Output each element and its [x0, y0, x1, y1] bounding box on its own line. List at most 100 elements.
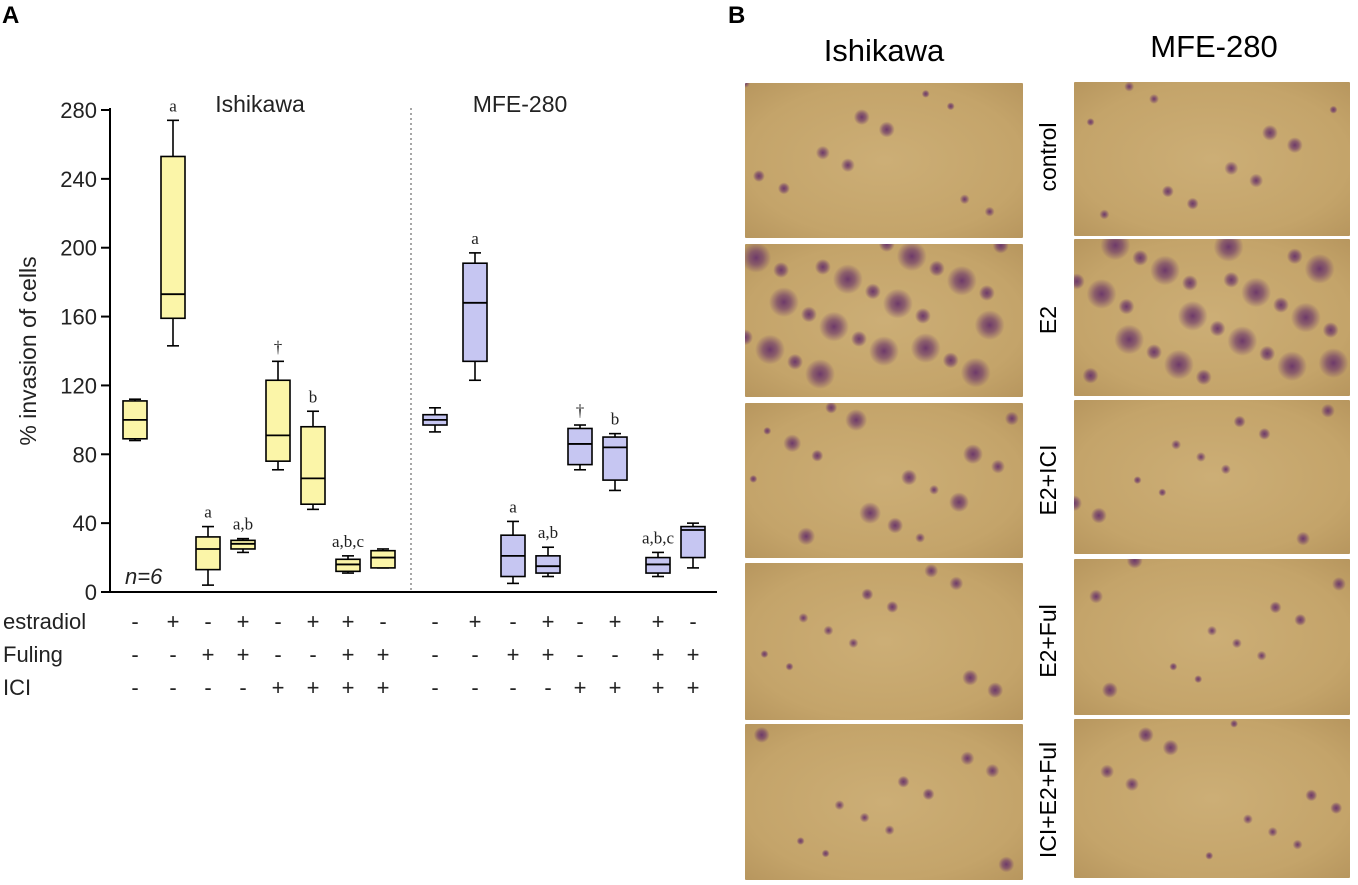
significance-label: a	[509, 497, 517, 516]
treatment-sign-ici: +	[272, 675, 285, 700]
treatment-sign-estradiol: +	[167, 609, 180, 634]
treatment-sign-estradiol: -	[431, 609, 438, 634]
group-title-ishikawa: Ishikawa	[215, 91, 305, 117]
box-iqr	[567, 427, 593, 466]
y-tick-label: 160	[60, 305, 97, 330]
significance-label: a,b	[538, 523, 558, 542]
treatment-sign-estradiol: -	[204, 609, 211, 634]
micrograph-ishikawa-ici-e2-ful	[745, 724, 1023, 880]
treatment-sign-ici: -	[239, 675, 246, 700]
y-tick-label: 240	[60, 167, 97, 192]
micrograph-row-label-e2: E2	[1035, 305, 1061, 335]
significance-label: b	[611, 410, 620, 429]
treatment-sign-estradiol: +	[609, 609, 622, 634]
treatment-sign-estradiol: +	[469, 609, 482, 634]
treatment-sign-fuling: -	[169, 642, 176, 667]
micrograph-mfe280-control	[1074, 82, 1350, 236]
group-title-mfe280: MFE-280	[473, 91, 568, 117]
y-tick-label: 0	[85, 580, 97, 605]
significance-label: a	[204, 503, 212, 522]
treatment-sign-fuling: -	[611, 642, 618, 667]
box-iqr	[195, 536, 221, 571]
treatment-sign-ici: +	[342, 675, 355, 700]
invasion-boxplot-chart: 0 40 80 120 160 200 240 280 % invasion of cells I…	[3, 91, 717, 700]
treatment-sign-fuling: -	[309, 642, 316, 667]
micrograph-ishikawa-control	[745, 83, 1023, 238]
panel-letter-a: A	[2, 2, 20, 29]
box-iqr	[602, 436, 628, 481]
treatment-row-label-ici: ICI	[3, 675, 31, 700]
treatment-sign-ici: -	[544, 675, 551, 700]
y-tick-label: 40	[73, 511, 97, 536]
treatment-sign-ici: -	[169, 675, 176, 700]
treatment-sign-estradiol: -	[379, 609, 386, 634]
box-iqr	[300, 425, 326, 506]
micrograph-mfe280-ici-e2-ful	[1074, 719, 1350, 878]
treatment-sign-ici: +	[574, 675, 587, 700]
significance-label: a	[169, 96, 177, 115]
micrograph-ishikawa-e2-ful	[745, 563, 1023, 720]
significance-label: a	[471, 229, 479, 248]
treatment-sign-fuling: +	[377, 642, 390, 667]
treatment-sign-estradiol: -	[131, 609, 138, 634]
treatment-sign-fuling: +	[652, 642, 665, 667]
y-tick-label: 120	[60, 373, 97, 398]
box-iqr	[535, 555, 561, 574]
box-iqr	[462, 262, 488, 363]
treatment-sign-estradiol: +	[307, 609, 320, 634]
treatment-sign-fuling: -	[431, 642, 438, 667]
treatment-sign-fuling: -	[131, 642, 138, 667]
treatment-sign-ici: -	[131, 675, 138, 700]
treatment-sign-ici: -	[509, 675, 516, 700]
treatment-row-label-fuling: Fuling	[3, 642, 63, 667]
micrograph-row-label-control: control	[1035, 122, 1061, 192]
micrograph-column-title-ishikawa: Ishikawa	[823, 33, 945, 68]
micrograph-row-label-ici-e2-ful: ICI+E2+Ful	[1035, 741, 1061, 859]
treatment-sign-ici: -	[431, 675, 438, 700]
micrograph-mfe280-e2-ici	[1074, 400, 1350, 554]
treatment-sign-fuling: -	[576, 642, 583, 667]
significance-label: a,b,c	[332, 532, 365, 551]
micrograph-row-label-e2-ful: E2+Ful	[1035, 604, 1061, 678]
micrograph-row-label-e2-ici: E2+ICI	[1035, 444, 1061, 516]
treatment-sign-fuling: +	[542, 642, 555, 667]
treatment-sign-estradiol: +	[237, 609, 250, 634]
significance-label: a,b,c	[642, 528, 675, 547]
treatment-sign-ici: +	[652, 675, 665, 700]
treatment-sign-fuling: +	[507, 642, 520, 667]
micrograph-mfe280-e2	[1074, 239, 1350, 396]
micrograph-ishikawa-e2	[745, 244, 1023, 397]
micrograph-column-title-mfe280: MFE-280	[1150, 29, 1278, 64]
treatment-sign-fuling: -	[274, 642, 281, 667]
treatment-sign-fuling: -	[471, 642, 478, 667]
y-axis-label: % invasion of cells	[15, 256, 41, 445]
micrograph-ishikawa-e2-ici	[745, 403, 1023, 558]
treatment-sign-estradiol: -	[274, 609, 281, 634]
treatment-sign-fuling: +	[237, 642, 250, 667]
treatment-sign-estradiol: +	[342, 609, 355, 634]
significance-label: †	[274, 337, 283, 356]
treatment-sign-estradiol: +	[542, 609, 555, 634]
treatment-sign-fuling: +	[202, 642, 215, 667]
treatment-sign-estradiol: -	[689, 609, 696, 634]
box-iqr	[680, 525, 706, 559]
treatment-sign-ici: -	[471, 675, 478, 700]
treatment-sign-ici: +	[307, 675, 320, 700]
micrograph-mfe280-e2-ful	[1074, 559, 1350, 715]
treatment-sign-fuling: +	[687, 642, 700, 667]
y-tick-label: 200	[60, 236, 97, 261]
significance-label: b	[309, 387, 318, 406]
treatment-sign-fuling: +	[342, 642, 355, 667]
y-tick-label: 280	[60, 98, 97, 123]
y-tick-label: 80	[73, 442, 97, 467]
treatment-row-label-estradiol: estradiol	[3, 609, 86, 634]
box-iqr	[160, 155, 186, 320]
treatment-sign-ici: +	[377, 675, 390, 700]
treatment-sign-ici: +	[609, 675, 622, 700]
significance-label: †	[576, 401, 585, 420]
treatment-sign-estradiol: +	[652, 609, 665, 634]
significance-label: a,b	[233, 515, 253, 534]
treatment-sign-ici: -	[204, 675, 211, 700]
treatment-sign-estradiol: -	[509, 609, 516, 634]
panel-letter-b: B	[728, 2, 746, 29]
